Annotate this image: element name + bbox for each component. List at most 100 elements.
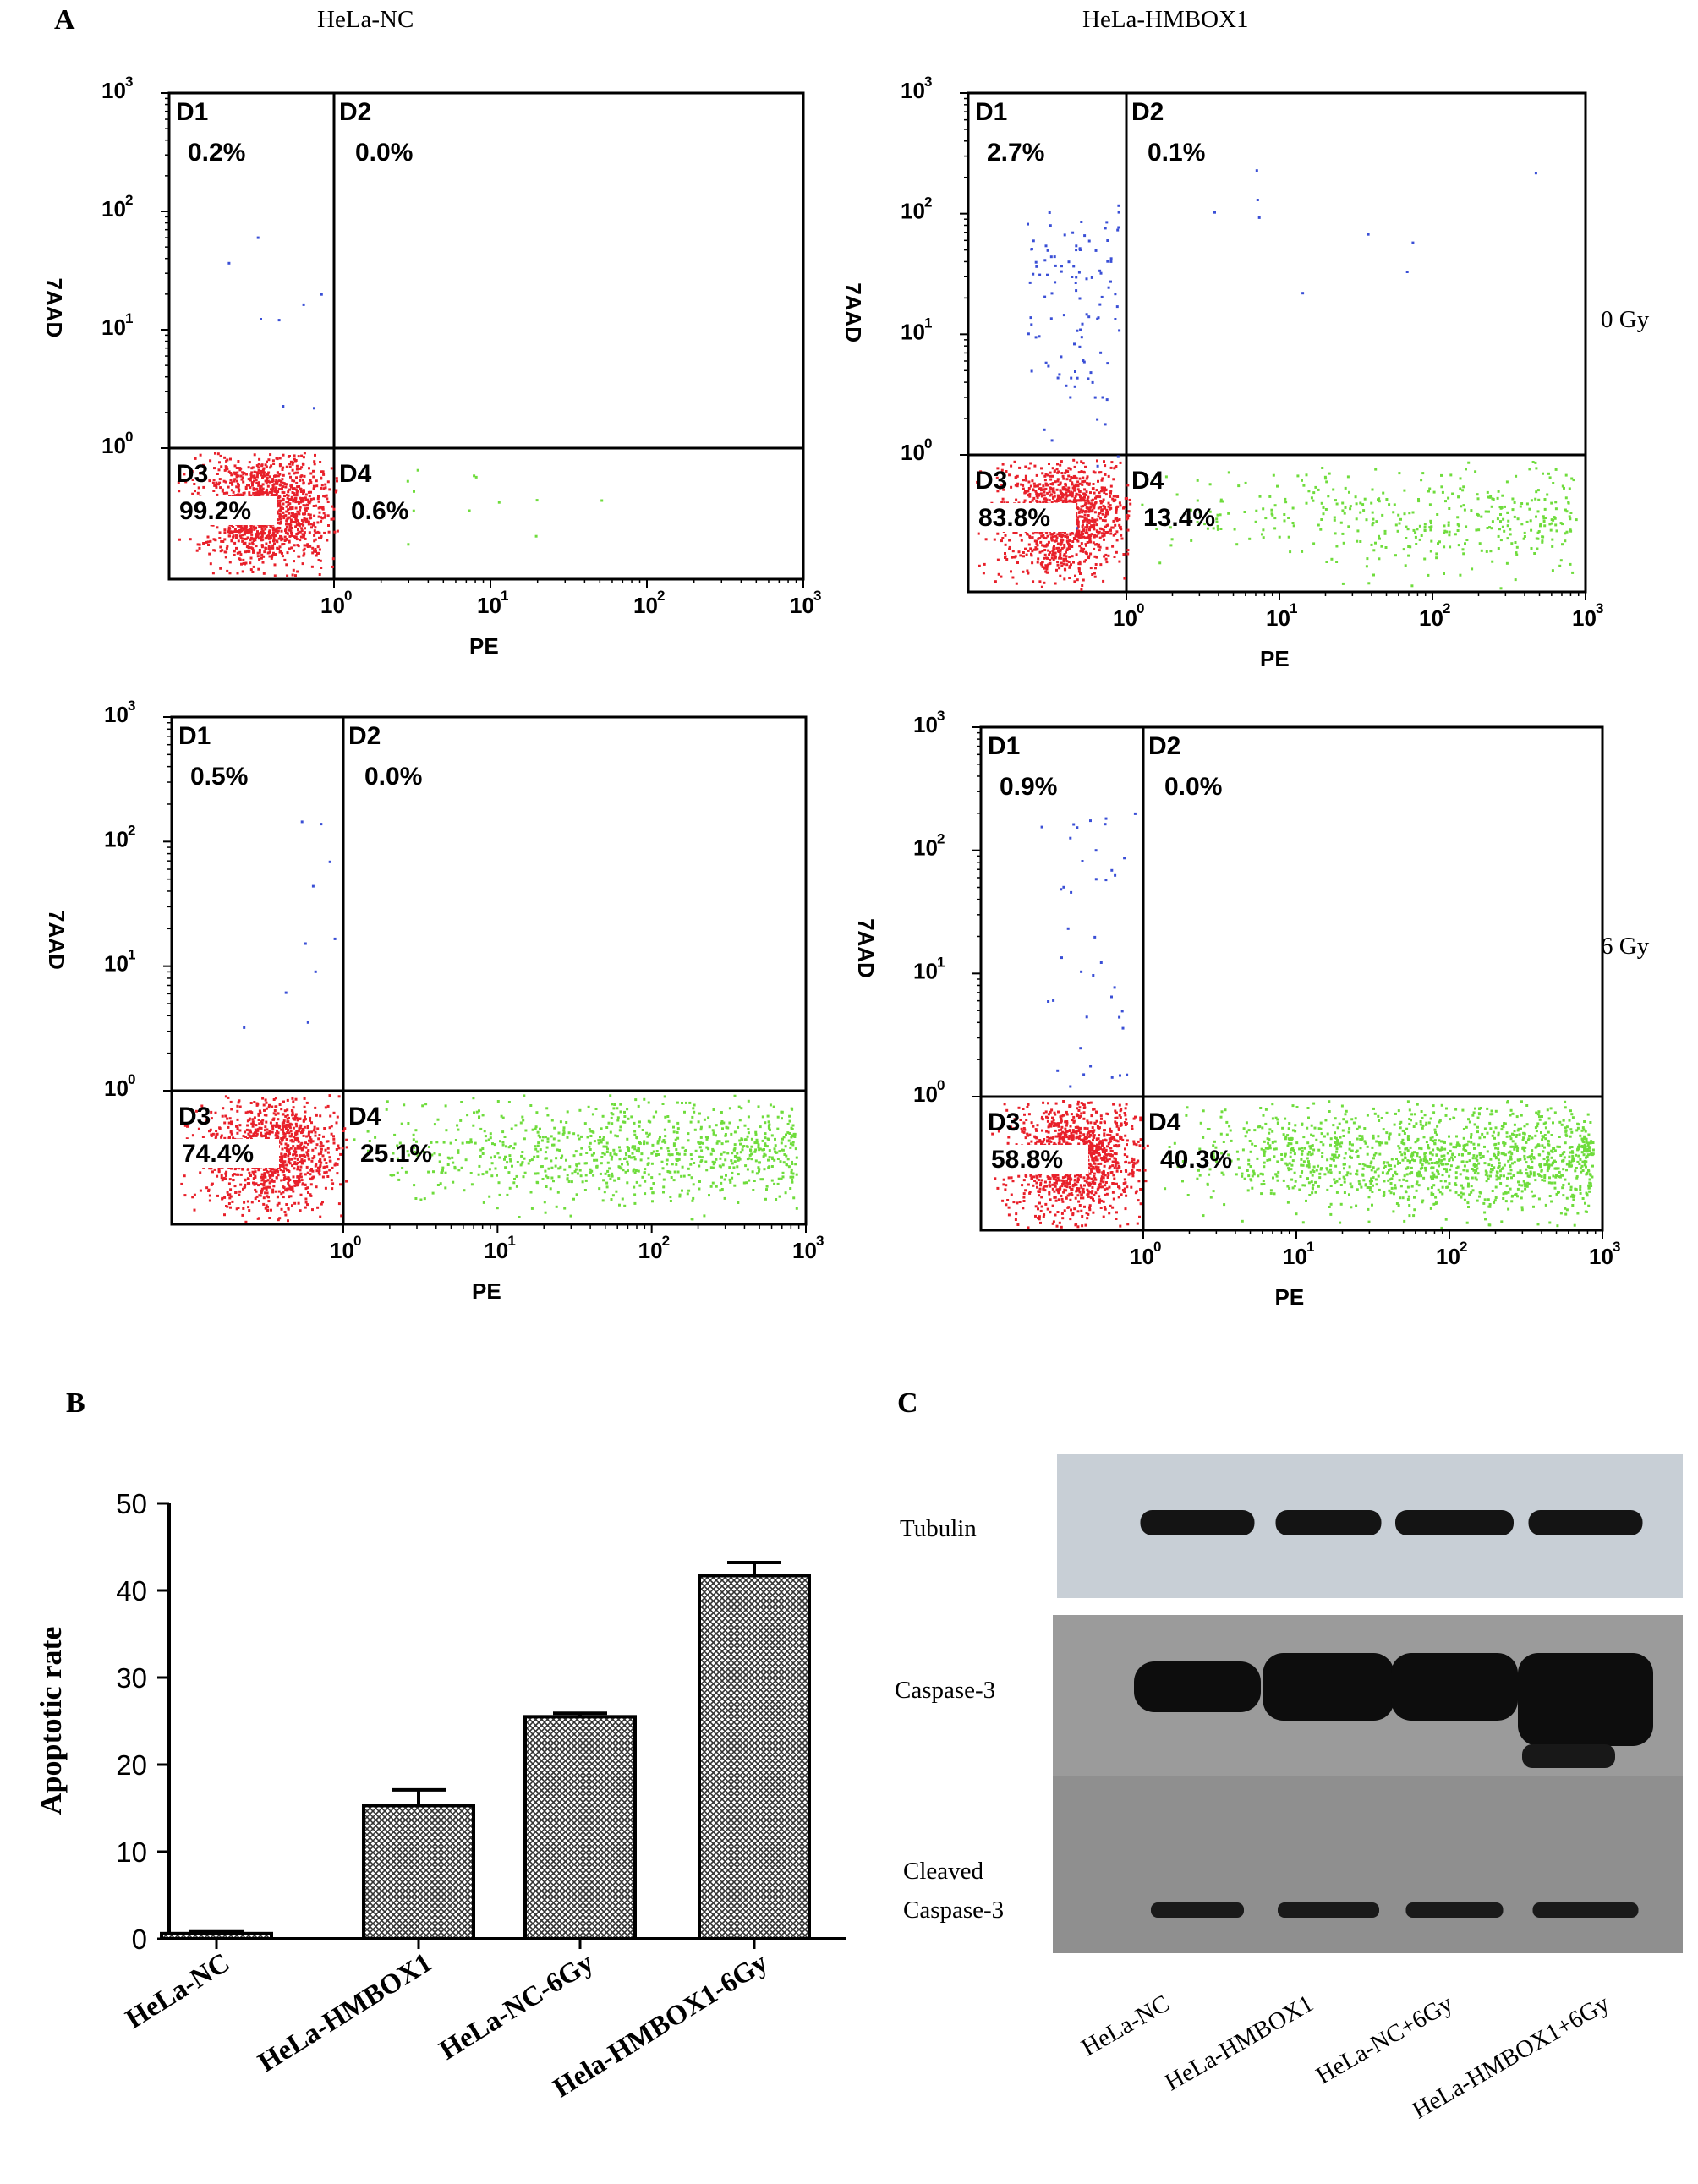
d1-events <box>227 236 323 410</box>
caspase3-band <box>1134 1661 1261 1712</box>
cleaved-caspase3-band <box>1405 1902 1504 1918</box>
y-tick-exp: 2 <box>128 822 135 838</box>
bar-y-tick-label: 50 <box>116 1488 147 1519</box>
x-tick-label: 10 <box>1419 605 1443 631</box>
x-tick-exp: 0 <box>1153 1239 1161 1255</box>
x-axis-label: PE <box>472 1278 501 1304</box>
y-axis-label: 7AAD <box>41 278 67 338</box>
y-tick-label: 10 <box>101 433 126 458</box>
quadrant-d1-value: 0.2% <box>188 139 245 167</box>
y-axis-label: 7AAD <box>841 282 866 342</box>
x-tick-label: 10 <box>330 1238 354 1263</box>
caspase3-extra-band <box>1522 1744 1615 1768</box>
y-tick-label: 10 <box>104 951 129 977</box>
bar-3 <box>523 1715 637 1940</box>
y-tick-label: 10 <box>913 712 938 737</box>
x-tick-exp: 3 <box>1596 600 1603 616</box>
x-tick-exp: 2 <box>1443 600 1450 616</box>
quadrant-d2-value: 0.1% <box>1148 139 1205 167</box>
y-tick-exp: 2 <box>125 192 133 208</box>
x-tick-label: 10 <box>1572 605 1597 631</box>
x-tick-exp: 2 <box>662 1233 670 1249</box>
x-axis-label: PE <box>1275 1284 1305 1310</box>
d4-events <box>1141 461 1578 590</box>
d3-label-bg <box>179 1139 279 1168</box>
bar-1 <box>160 1931 273 1941</box>
x-axis-label: PE <box>1260 646 1290 671</box>
blot-label-caspase3: Caspase-3 <box>895 1677 995 1704</box>
y-tick-exp: 1 <box>128 947 135 963</box>
tubulin-band <box>1140 1510 1255 1535</box>
y-tick-exp: 0 <box>937 1077 945 1093</box>
caspase3-band <box>1518 1653 1653 1746</box>
y-tick-label: 10 <box>913 1081 938 1107</box>
y-axis-label: 7AAD <box>853 918 879 978</box>
x-tick-exp: 2 <box>1460 1239 1467 1255</box>
d1-events <box>1027 169 1537 530</box>
y-tick-exp: 2 <box>937 831 945 847</box>
x-tick-exp: 3 <box>813 588 821 604</box>
quadrant-d4-value: 40.3% <box>1160 1146 1232 1174</box>
d1-events <box>1040 812 1137 1088</box>
quadrant-d3-value: 99.2% <box>179 497 251 525</box>
x-tick-exp: 3 <box>816 1233 824 1249</box>
x-tick-label: 10 <box>1266 605 1290 631</box>
x-tick-label: 10 <box>1130 1244 1154 1269</box>
quadrant-d1-value: 2.7% <box>987 139 1044 167</box>
quadrant-d4-value: 25.1% <box>360 1140 432 1168</box>
y-tick-exp: 3 <box>125 74 133 90</box>
quadrant-d4-label: D4 <box>1148 1108 1181 1136</box>
x-tick-label: 10 <box>638 1238 663 1263</box>
x-tick-exp: 0 <box>353 1233 361 1249</box>
y-tick-label: 10 <box>101 78 126 103</box>
cleaved-caspase3-band <box>1151 1902 1244 1918</box>
y-axis-label: 7AAD <box>44 910 69 970</box>
quadrant-d2-value: 0.0% <box>364 763 422 791</box>
x-tick-label: 10 <box>477 593 501 618</box>
quadrant-d1-value: 0.5% <box>190 763 248 791</box>
bar-y-tick-label: 10 <box>116 1836 147 1868</box>
d3-events <box>991 1100 1149 1229</box>
x-tick-exp: 1 <box>1290 600 1297 616</box>
y-tick-label: 10 <box>104 702 129 727</box>
bar-y-tick-label: 30 <box>116 1662 147 1694</box>
y-tick-label: 10 <box>104 826 129 851</box>
western-blot: TubulinCaspase-3CleavedCaspase-3HeLa-NCH… <box>895 1454 1683 2124</box>
y-tick-exp: 0 <box>924 435 932 452</box>
panel-b-label: B <box>66 1388 85 1419</box>
y-tick-exp: 3 <box>924 74 932 90</box>
y-tick-exp: 2 <box>924 194 932 211</box>
y-tick-label: 10 <box>901 78 925 103</box>
x-tick-exp: 1 <box>1306 1239 1314 1255</box>
quadrant-d3-label: D3 <box>178 1103 211 1130</box>
x-tick-label: 10 <box>484 1238 508 1263</box>
quadrant-d3-label: D3 <box>975 467 1007 495</box>
bar-2 <box>362 1804 475 1940</box>
quadrant-d1-value: 0.9% <box>1000 773 1057 801</box>
quadrant-d2-label: D2 <box>1148 732 1180 760</box>
bar-y-tick-label: 40 <box>116 1575 147 1607</box>
quadrant-d1-label: D1 <box>988 732 1020 760</box>
quadrant-d4-label: D4 <box>1131 467 1164 495</box>
d4-events <box>406 468 604 546</box>
quadrant-d1-label: D1 <box>176 98 208 126</box>
d3-label-bg <box>989 1145 1088 1174</box>
y-tick-label: 10 <box>913 835 938 861</box>
y-tick-label: 10 <box>901 440 925 465</box>
y-tick-label: 10 <box>101 196 126 222</box>
quadrant-d2-label: D2 <box>339 98 371 126</box>
caspase3-band <box>1263 1653 1394 1721</box>
x-tick-label: 10 <box>633 593 658 618</box>
y-tick-exp: 3 <box>937 708 945 724</box>
x-tick-label: 10 <box>320 593 345 618</box>
quadrant-d3-value: 74.4% <box>182 1140 254 1168</box>
y-tick-label: 10 <box>901 319 925 344</box>
quadrant-d3-value: 83.8% <box>978 504 1050 532</box>
bar-category-label: HeLa-HMBOX1 <box>253 1947 437 2078</box>
bar-y-axis-label: Apoptotic rate <box>34 1627 68 1815</box>
x-tick-label: 10 <box>1436 1244 1460 1269</box>
